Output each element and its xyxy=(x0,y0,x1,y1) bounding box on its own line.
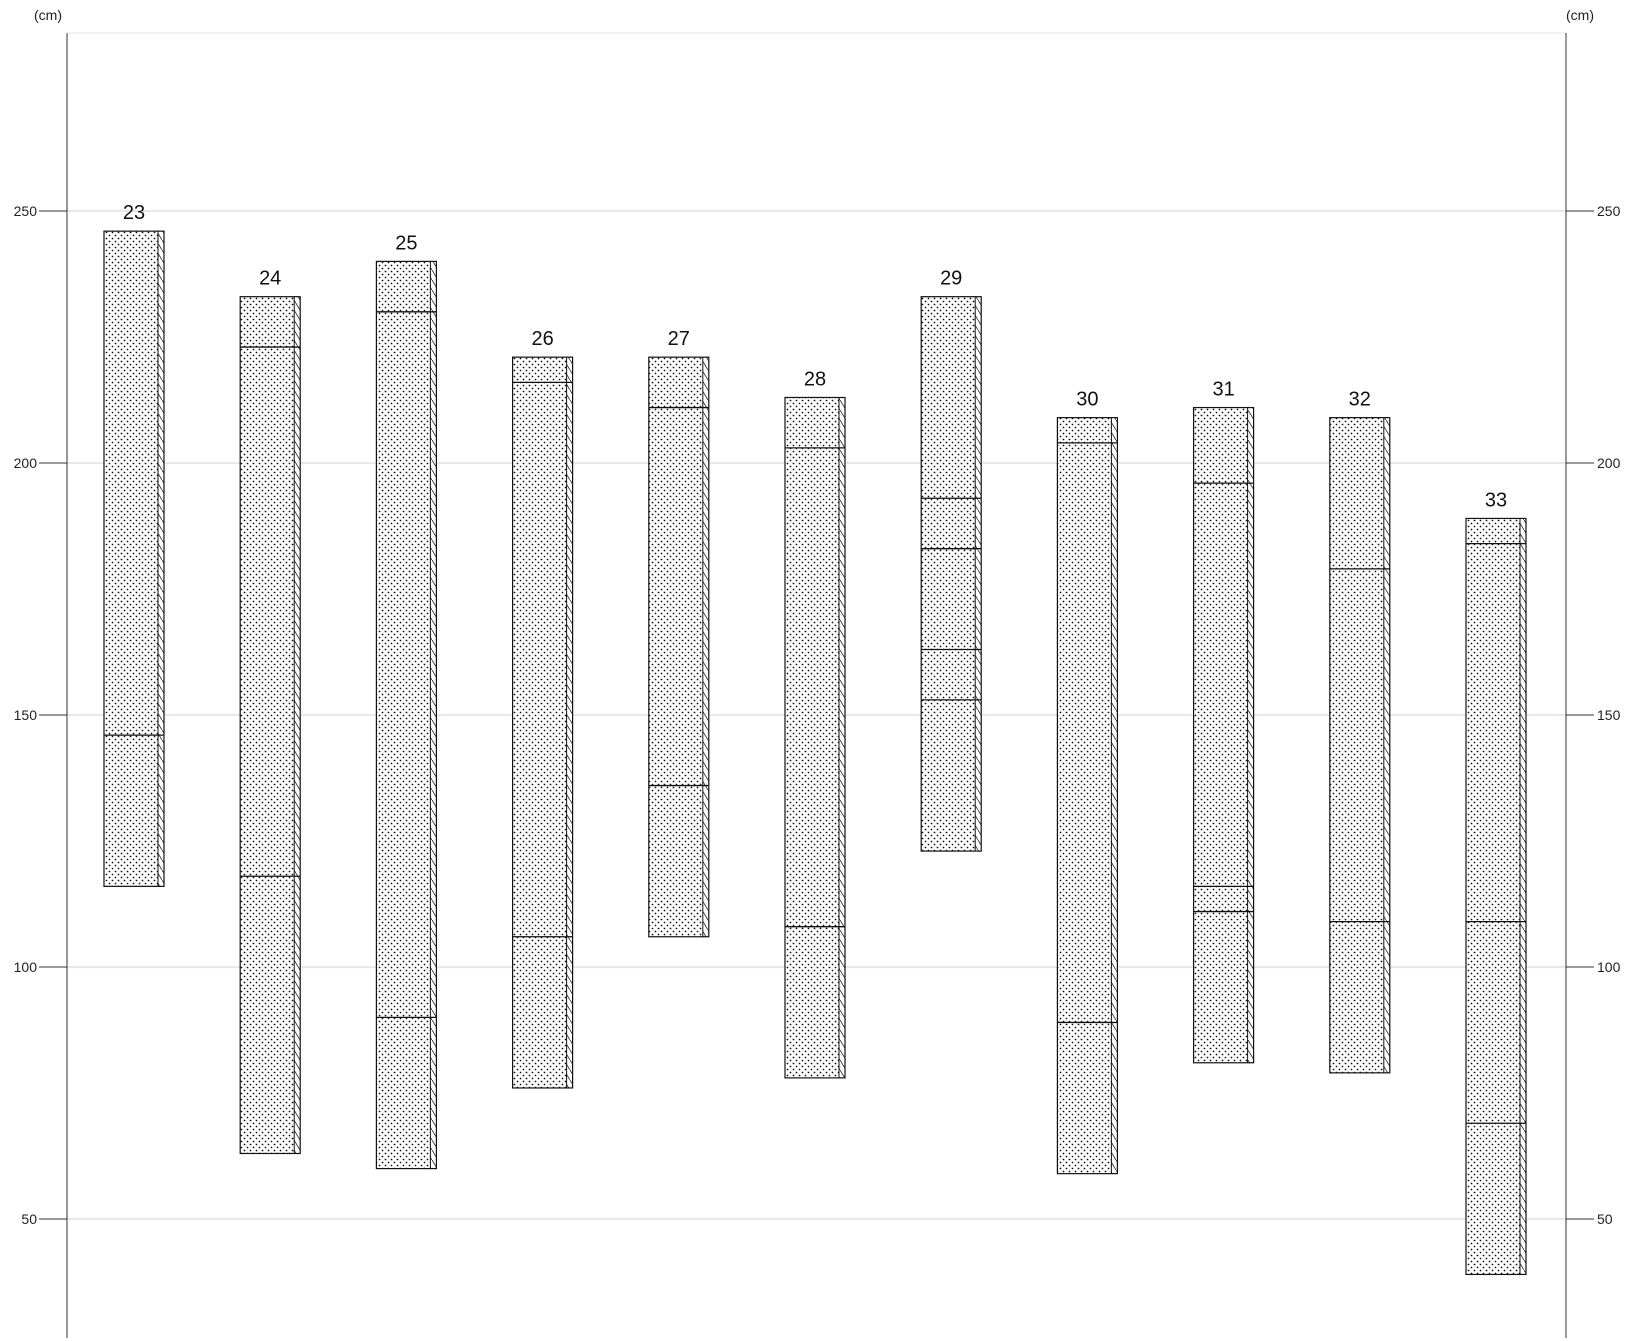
core-outline xyxy=(511,356,574,1089)
core-column-26: 26 xyxy=(511,328,574,1089)
axes: 50 50 100 100 150 150 200 200 250 250 xyxy=(14,33,1621,1338)
core-outline xyxy=(648,356,710,938)
tick-label-right: 200 xyxy=(1597,455,1621,471)
column-label: 30 xyxy=(1076,389,1098,411)
core-side-hatch xyxy=(158,231,164,887)
core-outline xyxy=(375,260,437,1170)
core-side-hatch xyxy=(1383,417,1390,1073)
core-fill xyxy=(376,261,431,1169)
core-outline xyxy=(103,230,165,887)
core-column-32: 32 xyxy=(1329,389,1391,1074)
core-side-hatch xyxy=(1247,407,1254,1063)
unit-label-right: (cm) xyxy=(1566,7,1594,23)
core-fill xyxy=(921,296,976,852)
core-column-28: 28 xyxy=(784,368,846,1079)
column-label: 23 xyxy=(123,202,145,224)
core-side-hatch xyxy=(839,397,845,1078)
core-column-33: 33 xyxy=(1465,489,1527,1276)
core-outline xyxy=(1465,517,1527,1276)
tick-label-right: 50 xyxy=(1597,1211,1613,1227)
core-outline xyxy=(1329,417,1391,1074)
core-side-hatch xyxy=(294,296,301,1154)
core-fill xyxy=(785,397,839,1078)
core-fill xyxy=(240,296,295,1154)
core-fill xyxy=(1466,518,1520,1275)
core-outline xyxy=(1056,417,1119,1175)
tick-label-left: 250 xyxy=(14,203,38,219)
core-column-25: 25 xyxy=(375,232,437,1170)
core-column-31: 31 xyxy=(1192,379,1255,1064)
core-side-hatch xyxy=(1111,417,1118,1174)
column-label: 32 xyxy=(1349,389,1371,411)
core-side-hatch xyxy=(975,296,982,852)
tick-label-left: 50 xyxy=(21,1211,37,1227)
column-label: 33 xyxy=(1485,489,1507,511)
tick-label-right: 100 xyxy=(1597,959,1621,975)
column-label: 29 xyxy=(940,268,962,290)
core-side-hatch xyxy=(702,357,709,937)
column-label: 31 xyxy=(1212,379,1234,401)
core-fill xyxy=(104,231,158,887)
column-label: 26 xyxy=(531,328,553,350)
core-side-hatch xyxy=(566,357,573,1088)
unit-label-left: (cm) xyxy=(34,7,62,23)
core-column-23: 23 xyxy=(103,202,165,887)
column-label: 25 xyxy=(395,232,417,254)
core-side-hatch xyxy=(430,261,437,1169)
core-fill xyxy=(648,357,703,937)
core-outline xyxy=(1192,406,1255,1064)
core-outline xyxy=(239,296,301,1155)
tick-label-left: 100 xyxy=(14,959,38,975)
core-fill xyxy=(1057,417,1112,1174)
tick-label-left: 200 xyxy=(14,455,38,471)
tick-label-right: 150 xyxy=(1597,707,1621,723)
column-label: 27 xyxy=(668,328,690,350)
column-label: 24 xyxy=(259,268,281,290)
core-outline xyxy=(920,296,982,852)
tick-label-right: 250 xyxy=(1597,203,1621,219)
core-fill xyxy=(1193,407,1248,1063)
column-label: 28 xyxy=(804,368,826,390)
core-outline xyxy=(784,396,846,1079)
core-side-hatch xyxy=(1520,518,1526,1275)
core-column-27: 27 xyxy=(648,328,710,938)
core-fill xyxy=(1329,417,1384,1073)
core-column-24: 24 xyxy=(239,268,301,1155)
tick-label-left: 150 xyxy=(14,707,38,723)
core-fill xyxy=(512,357,567,1088)
core-column-29: 29 xyxy=(920,268,982,852)
core-column-30: 30 xyxy=(1056,389,1119,1175)
core-columns: 23 24 25 26 27 28 29 30 31 32 33 xyxy=(103,202,1527,1276)
